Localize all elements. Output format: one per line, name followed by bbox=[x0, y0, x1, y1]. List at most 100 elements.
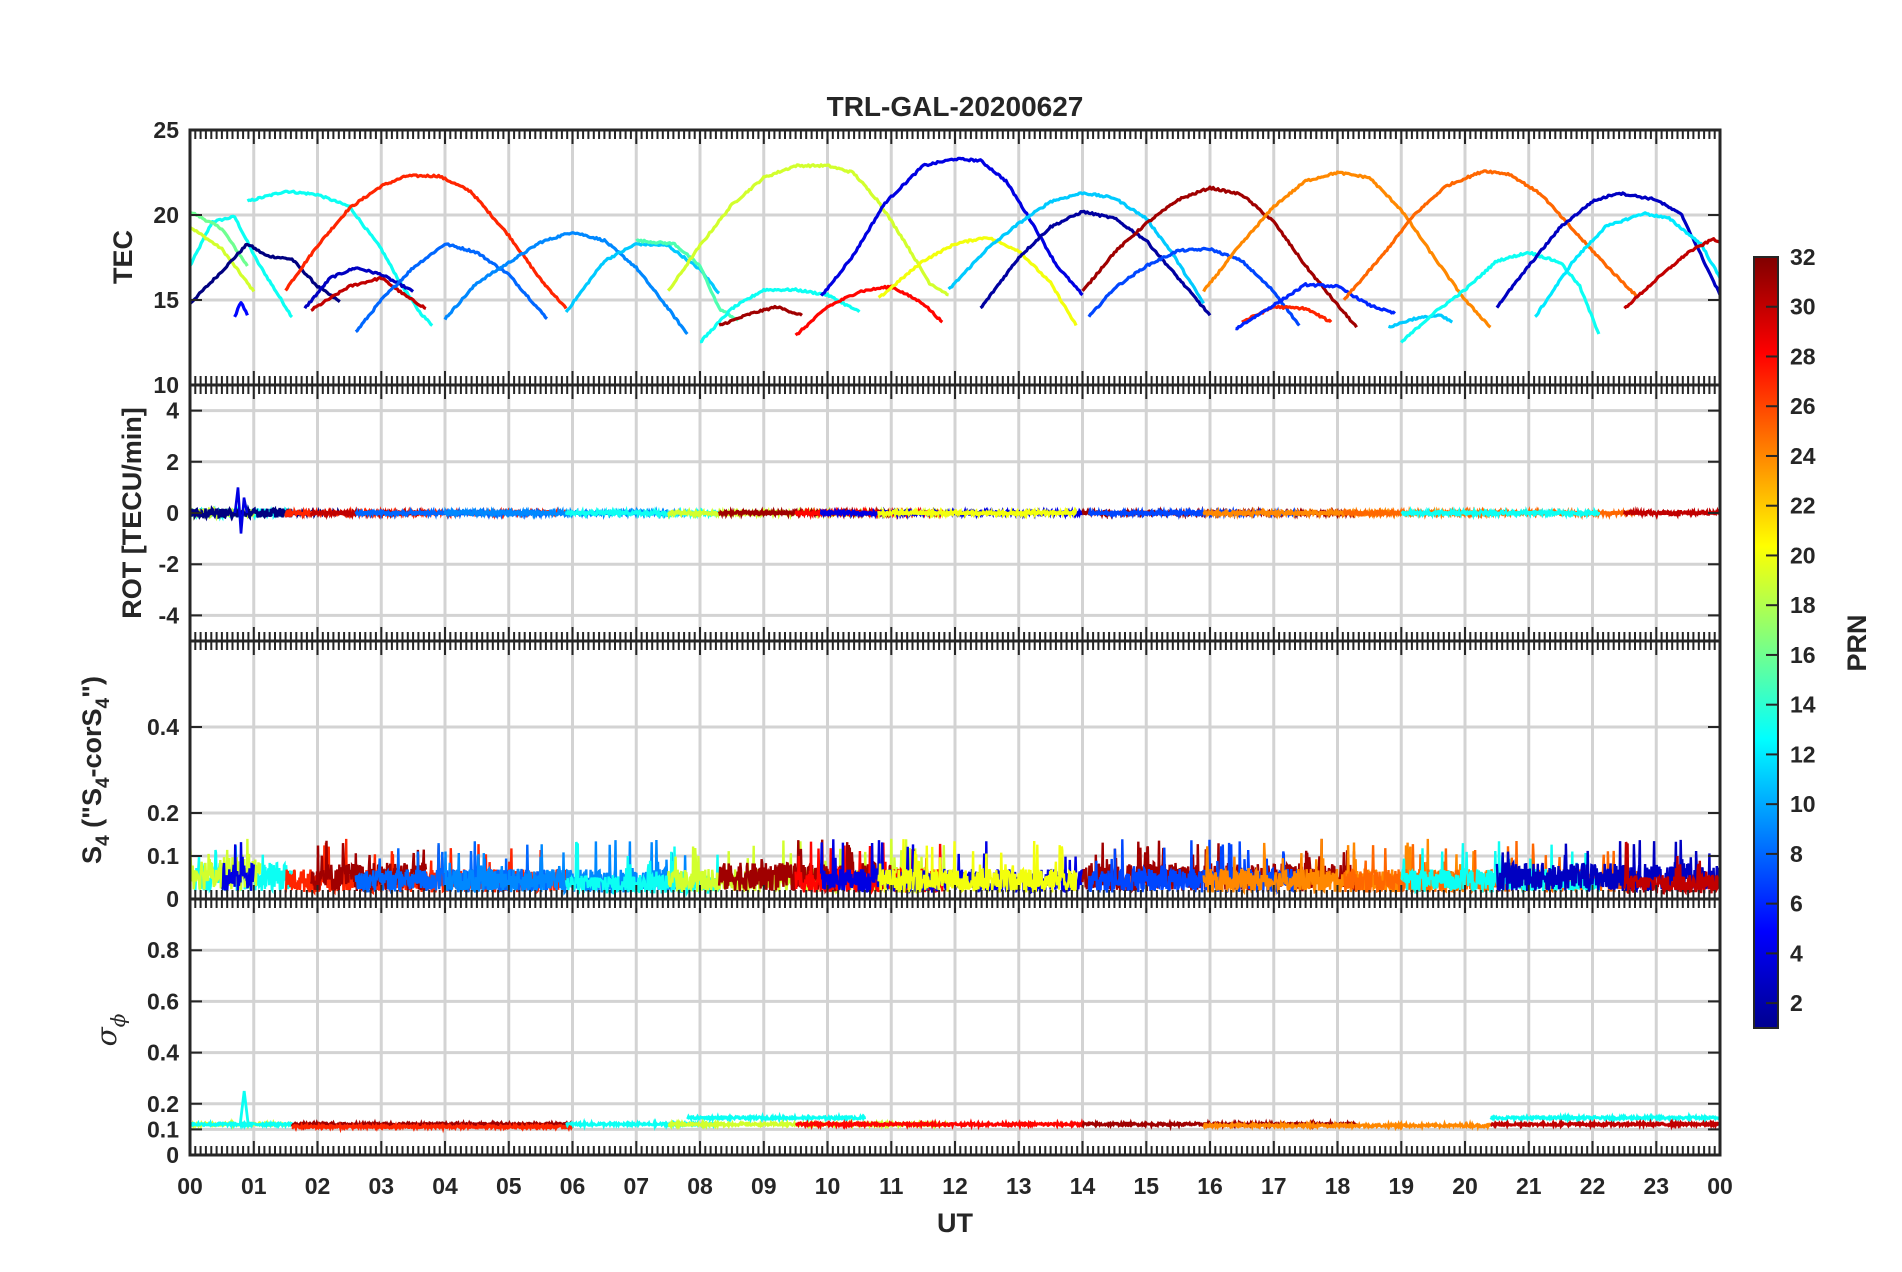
ticks-tec bbox=[189, 129, 1721, 386]
series-group-tec bbox=[190, 156, 1720, 344]
y-axis-labels: TEC ROT [TECU/min] S4 ("S4-corS4") σϕ bbox=[77, 230, 147, 1046]
tec-series-prn-27 bbox=[284, 173, 568, 310]
chart-title: TRL-GAL-20200627 bbox=[827, 91, 1084, 122]
colorbar-tick-label: 16 bbox=[1790, 642, 1816, 668]
y-tick-label: 25 bbox=[153, 117, 179, 143]
grid-s4 bbox=[190, 641, 1720, 899]
tick-marks-sigma_phi bbox=[189, 899, 1721, 1156]
colorbar-tick-label: 22 bbox=[1790, 493, 1816, 519]
y-tick-label: 0.4 bbox=[147, 1040, 179, 1066]
x-tick-labels: 00 01 02 03 04 05 06 07 08 09 10 11 12 13 14 15 16 17 18 19… bbox=[177, 1173, 1733, 1199]
y-tick-label: 20 bbox=[153, 202, 179, 228]
x-tick-label: 23 bbox=[1644, 1173, 1670, 1199]
colorbar-tick-label: 32 bbox=[1790, 244, 1816, 270]
sigma-series-prn-24 bbox=[1202, 1119, 1492, 1132]
x-tick-label: 12 bbox=[942, 1173, 968, 1199]
panel-sigma_phi: 00.10.2 0.4 0.6 0.8 bbox=[147, 897, 1722, 1168]
s4-series-prn-13 bbox=[190, 845, 294, 895]
y-tick-label: 0.4 bbox=[147, 714, 179, 740]
ticks-s4 bbox=[189, 641, 1721, 900]
x-tick-label: 00 bbox=[1707, 1173, 1733, 1199]
s4-label-end-sub: 4 bbox=[93, 697, 114, 708]
s4-label-sub: 4 bbox=[93, 835, 114, 846]
rot-series-prn-30 bbox=[1623, 506, 1720, 520]
x-tick-label: 04 bbox=[432, 1173, 458, 1199]
colorbar-tick-label: 18 bbox=[1790, 592, 1816, 618]
y-tick-label: 4 bbox=[166, 398, 179, 424]
tec-series-prn-13 bbox=[190, 214, 294, 319]
x-tick-label: 21 bbox=[1516, 1173, 1542, 1199]
tec-series-prn-19 bbox=[190, 226, 256, 293]
tec-series-prn-11 bbox=[1387, 313, 1454, 329]
y-tick-label: 0 bbox=[166, 886, 179, 912]
x-tick-label: 09 bbox=[751, 1173, 777, 1199]
sigma-series-prn-13 bbox=[1489, 1111, 1720, 1125]
colorbar-tick-label: 14 bbox=[1790, 692, 1816, 718]
sigma-series-prn-30 bbox=[1490, 1118, 1720, 1131]
series-group-rot bbox=[190, 487, 1720, 534]
tec-series-prn-11 bbox=[564, 241, 721, 313]
colorbar-tick-label: 6 bbox=[1790, 891, 1803, 917]
x-tick-label: 16 bbox=[1197, 1173, 1223, 1199]
sigma-series-prn-13 bbox=[190, 1119, 294, 1131]
tec-series-prn-13 bbox=[699, 287, 861, 344]
x-axis-label: UT bbox=[937, 1208, 973, 1238]
x-tick-label: 14 bbox=[1070, 1173, 1096, 1199]
y-tick-label: 0.2 bbox=[147, 800, 179, 826]
x-tick-label: 08 bbox=[687, 1173, 713, 1199]
tick-marks-s4 bbox=[189, 641, 1721, 900]
y-tick-label: 2 bbox=[166, 449, 179, 475]
colorbar-tick-label: 20 bbox=[1790, 543, 1816, 569]
panels: 10152025-4-202400.10.20.400.10.20.40.60.… bbox=[147, 117, 1733, 1199]
tick-marks-tec bbox=[189, 129, 1721, 386]
tec-series-prn-30 bbox=[1623, 237, 1720, 310]
tec-series-prn-20 bbox=[877, 236, 1078, 327]
grid-tec bbox=[190, 130, 1720, 385]
tec-series-prn-30 bbox=[310, 276, 427, 312]
x-tick-label: 15 bbox=[1134, 1173, 1160, 1199]
tec-series-prn-7 bbox=[1087, 246, 1301, 327]
series-group-sigma_phi bbox=[190, 1090, 1720, 1134]
tec-series-prn-11 bbox=[947, 191, 1205, 305]
x-tick-label: 11 bbox=[879, 1173, 904, 1199]
colorbar-tick-label: 4 bbox=[1790, 940, 1803, 966]
colorbar-gradient bbox=[1753, 256, 1779, 1029]
tec-series-prn-3 bbox=[1495, 191, 1720, 309]
tec-series-prn-6 bbox=[1235, 282, 1396, 331]
y-tick-label: -4 bbox=[159, 602, 180, 628]
s4-label-close: ") bbox=[77, 676, 107, 698]
x-tick-label: 13 bbox=[1006, 1173, 1032, 1199]
colorbar-tick-label: 8 bbox=[1790, 841, 1803, 867]
y-axis-label-tec: TEC bbox=[108, 230, 138, 284]
s4-label-s: S bbox=[77, 846, 107, 864]
y-tick-label: 0.2 bbox=[147, 1091, 179, 1117]
tec-series-prn-15 bbox=[635, 238, 740, 322]
tick-marks-rot bbox=[189, 385, 1721, 641]
panel-rot: -4 -2 0 2 4 bbox=[159, 383, 1722, 643]
y-axis-label-rot: ROT [TECU/min] bbox=[117, 407, 147, 618]
x-tick-label: 19 bbox=[1389, 1173, 1415, 1199]
y-tick-label: 0 bbox=[166, 1142, 179, 1168]
tec-series-prn-19 bbox=[666, 163, 949, 297]
x-tick-label: 10 bbox=[815, 1173, 841, 1199]
tec-series-prn-9 bbox=[443, 231, 689, 336]
y-tick-label: 10 bbox=[153, 372, 179, 398]
s4-series-prn-20 bbox=[877, 839, 1078, 894]
x-tick-label: 05 bbox=[496, 1173, 522, 1199]
tec-series-prn-1 bbox=[190, 242, 341, 305]
colorbar-label: PRN bbox=[1842, 614, 1872, 671]
y-tick-label: -2 bbox=[159, 551, 179, 577]
x-tick-label: 20 bbox=[1452, 1173, 1478, 1199]
sigma-label: σ bbox=[90, 1026, 123, 1046]
colorbar-tick-label: 30 bbox=[1790, 294, 1816, 320]
sigma-series-prn-13 bbox=[686, 1111, 866, 1125]
y-tick-label: 0.1 bbox=[147, 1116, 179, 1142]
x-tick-label: 00 bbox=[177, 1173, 203, 1199]
x-tick-label: 02 bbox=[305, 1173, 331, 1199]
tec-series-prn-3 bbox=[303, 266, 415, 310]
rot-spike-prn-4 bbox=[233, 487, 249, 534]
tec-series-prn-5 bbox=[233, 301, 249, 318]
